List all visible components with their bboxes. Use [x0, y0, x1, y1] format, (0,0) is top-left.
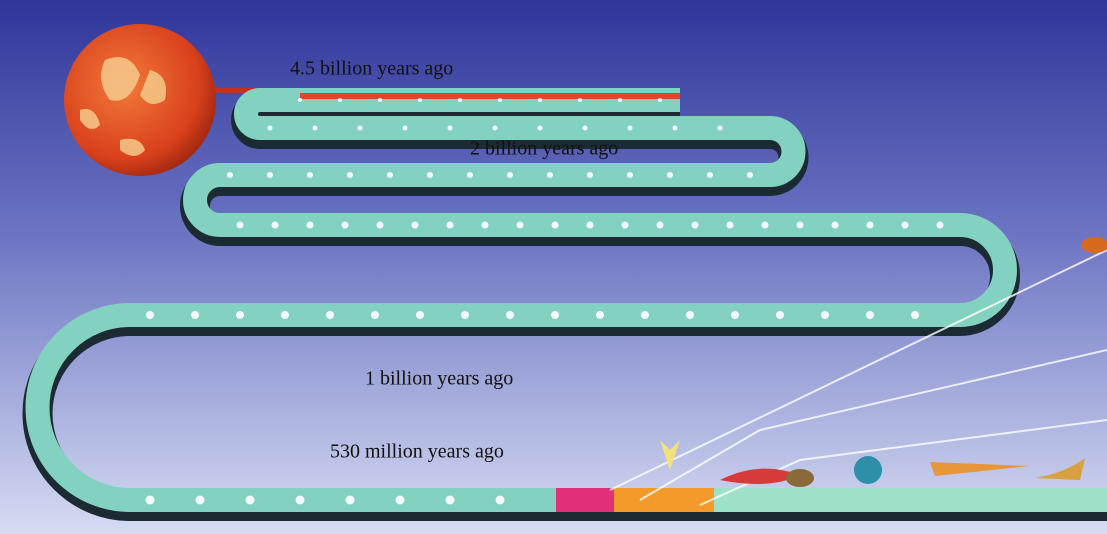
fossil-dot	[776, 311, 784, 319]
fossil-dot	[377, 222, 384, 229]
fossil-dot	[347, 172, 353, 178]
fossil-dot	[762, 222, 769, 229]
fossil-dot	[552, 222, 559, 229]
creature	[786, 469, 814, 487]
fossil-dot	[268, 126, 273, 131]
fossil-dot	[298, 98, 302, 102]
fossil-dot	[832, 222, 839, 229]
fossil-dot	[667, 172, 673, 178]
fossil-dot	[902, 222, 909, 229]
fossil-dot	[396, 496, 405, 505]
fossil-dot	[196, 496, 205, 505]
era-block	[714, 488, 1107, 512]
fossil-dot	[458, 98, 462, 102]
fossil-dot	[587, 172, 593, 178]
fossil-dot	[246, 496, 255, 505]
time-label: 2 billion years ago	[470, 138, 618, 160]
fossil-dot	[403, 126, 408, 131]
fossil-dot	[493, 126, 498, 131]
fossil-dot	[326, 311, 334, 319]
fossil-dot	[587, 222, 594, 229]
fossil-dot	[467, 172, 473, 178]
fossil-dot	[641, 311, 649, 319]
fossil-dot	[747, 172, 753, 178]
fossil-dot	[267, 172, 273, 178]
page: 4.5 billion years ago 2 billion years ag…	[0, 0, 1107, 534]
time-label: 530 million years ago	[330, 441, 504, 463]
fossil-dot	[618, 98, 622, 102]
fossil-dot	[387, 172, 393, 178]
fossil-dot	[358, 126, 363, 131]
fossil-dot	[821, 311, 829, 319]
fossil-dot	[296, 496, 305, 505]
fossil-dot	[338, 98, 342, 102]
fossil-dot	[507, 172, 513, 178]
fossil-dot	[596, 311, 604, 319]
fossil-dot	[727, 222, 734, 229]
time-label: 4.5 billion years ago	[290, 58, 453, 80]
fossil-dot	[307, 172, 313, 178]
fossil-dot	[517, 222, 524, 229]
fossil-dot	[538, 98, 542, 102]
fossil-dot	[551, 311, 559, 319]
fossil-dot	[692, 222, 699, 229]
fossil-dot	[583, 126, 588, 131]
fossil-dot	[378, 98, 382, 102]
fossil-dot	[412, 222, 419, 229]
fossil-dot	[427, 172, 433, 178]
fossil-dot	[866, 311, 874, 319]
fossil-dot	[447, 222, 454, 229]
fossil-dot	[342, 222, 349, 229]
fossil-dot	[371, 311, 379, 319]
fossil-dot	[686, 311, 694, 319]
fossil-dot	[461, 311, 469, 319]
fossil-dot	[718, 126, 723, 131]
fossil-dot	[146, 311, 154, 319]
fossil-dot	[538, 126, 543, 131]
fossil-dot	[346, 496, 355, 505]
fossil-dot	[707, 172, 713, 178]
fossil-dot	[448, 126, 453, 131]
fossil-dot	[547, 172, 553, 178]
fossil-dot	[281, 311, 289, 319]
era-block	[614, 488, 714, 512]
fossil-dot	[628, 126, 633, 131]
fossil-dot	[307, 222, 314, 229]
fossil-dot	[416, 311, 424, 319]
fossil-dot	[731, 311, 739, 319]
fossil-dot	[622, 222, 629, 229]
time-label: 1 billion years ago	[365, 368, 513, 390]
fossil-dot	[911, 311, 919, 319]
fossil-dot	[446, 496, 455, 505]
creature	[854, 456, 882, 484]
fossil-dot	[498, 98, 502, 102]
fossil-dot	[627, 172, 633, 178]
era-block	[556, 488, 614, 512]
fossil-dot	[496, 496, 505, 505]
fossil-dot	[937, 222, 944, 229]
fossil-dot	[418, 98, 422, 102]
fossil-dot	[673, 126, 678, 131]
fossil-dot	[272, 222, 279, 229]
fossil-dot	[657, 222, 664, 229]
fossil-dot	[658, 98, 662, 102]
fossil-dot	[227, 172, 233, 178]
fossil-dot	[236, 311, 244, 319]
fossil-dot	[797, 222, 804, 229]
fossil-dot	[506, 311, 514, 319]
fossil-dot	[482, 222, 489, 229]
fossil-dot	[191, 311, 199, 319]
fossil-dot	[313, 126, 318, 131]
fossil-dot	[578, 98, 582, 102]
fossil-dot	[237, 222, 244, 229]
illustration: 4.5 billion years ago 2 billion years ag…	[0, 0, 1107, 534]
fossil-dot	[867, 222, 874, 229]
fossil-dot	[146, 496, 155, 505]
